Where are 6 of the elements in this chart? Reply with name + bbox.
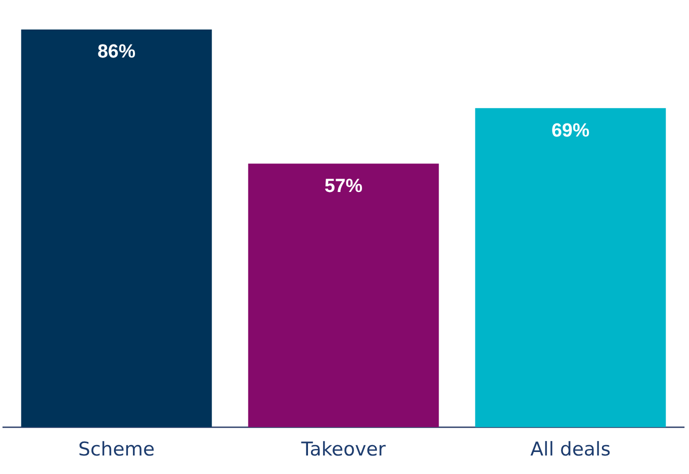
data-label: 57% (324, 176, 363, 197)
x-tick-label: Takeover (300, 438, 386, 461)
data-label: 69% (551, 120, 590, 142)
data-label: 86% (97, 42, 136, 63)
x-tick-label: Scheme (78, 438, 155, 461)
x-tick-label: All deals (530, 438, 611, 461)
